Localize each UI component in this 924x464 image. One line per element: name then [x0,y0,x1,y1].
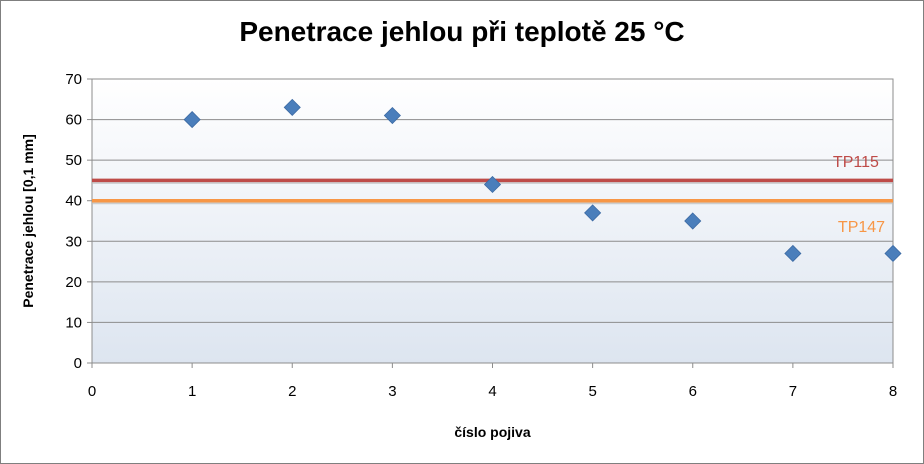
y-tick-label: 10 [65,314,82,331]
data-point [784,244,802,263]
x-tick-label: 8 [889,383,897,400]
data-point [383,106,401,125]
x-axis-title: číslo pojiva [454,424,530,440]
data-point [584,204,602,222]
y-tick-label: 50 [65,152,82,169]
reference-line-label-tp147: TP147 [838,219,885,236]
y-tick-label: 60 [65,112,82,129]
data-points [183,98,902,263]
x-tick-label: 4 [488,383,496,400]
data-point [483,175,502,194]
x-tick-label: 2 [288,383,296,400]
y-tick-label: 30 [65,233,82,250]
plot-area [91,78,894,364]
x-tick-label: 7 [789,383,797,400]
y-axis-title: Penetrace jehlou [0,1 mm] [20,134,36,308]
data-point [283,98,301,116]
data-point [684,212,702,230]
y-tick-label: 40 [65,193,82,210]
data-point [183,111,201,129]
data-point [884,244,902,263]
tick-labels: 0 10 20 30 40 50 60 70 0 1 2 3 4 5 6 7 8 [65,71,897,400]
x-tick-label: 6 [689,383,697,400]
y-tick-label: 20 [65,274,82,291]
axes [87,78,894,368]
x-tick-label: 3 [388,383,396,400]
chart-title: Penetrace jehlou při teplotě 25 °C [239,16,685,47]
x-tick-label: 0 [88,383,96,400]
y-tick-label: 70 [65,71,82,88]
y-tick-label: 0 [74,355,82,372]
x-tick-label: 5 [588,383,596,400]
x-tick-label: 1 [188,383,196,400]
reference-line-label-tp115: TP115 [833,154,879,171]
